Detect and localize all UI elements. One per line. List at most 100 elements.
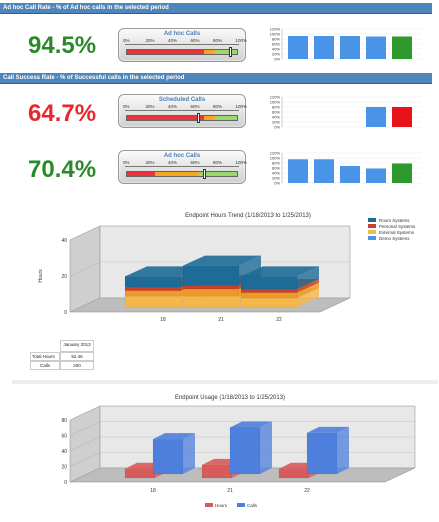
gridline — [69, 261, 101, 277]
gauge-tick-label: 80% — [213, 38, 223, 43]
x-tick-label: 21 — [227, 488, 233, 494]
y-tick-label: 20 — [61, 465, 67, 471]
mini-tick-label: 40% — [272, 171, 280, 176]
summary-row: Calls 200 — [30, 361, 98, 370]
y-tick-label: 0 — [64, 480, 67, 486]
mini-tick-label: 120% — [270, 95, 281, 100]
stack-segment-top — [183, 255, 261, 266]
mini-tick-label: 20% — [272, 176, 280, 181]
mini-tick-label: 40% — [272, 115, 280, 120]
mini-bar — [340, 166, 360, 183]
gridline — [69, 405, 101, 421]
mini-bar — [366, 168, 386, 183]
bar — [201, 464, 233, 479]
legend-label: Room Systems — [379, 218, 410, 223]
mini-tick-label: 120% — [270, 151, 281, 156]
x-tick-label: 18 — [160, 317, 166, 323]
stack-segment — [124, 287, 182, 291]
adhoc-gauge: Ad hoc Calls 0% 20% 40% 60% 80% 100% — [118, 28, 248, 62]
summary-label: Calls — [30, 361, 60, 370]
mini-chart-1: 120%100%80%60%40%20%0% — [270, 27, 422, 62]
scheduled-gauge: Scheduled Calls 0% 20% 40% 60% 80% 100% — [118, 94, 248, 128]
mini-tick-label: 40% — [272, 47, 280, 52]
endpoint-usage-chart: Endpoint Usage (1/18/2013 to 1/25/2013) 0… — [61, 395, 416, 508]
stack-segment-side — [297, 279, 319, 293]
bar — [152, 438, 184, 475]
legend-label: Calls — [247, 503, 258, 508]
y-tick-label: 60 — [61, 434, 67, 440]
stack-segment — [182, 285, 240, 290]
mini-bar — [392, 107, 412, 127]
mini-tick-label: 20% — [272, 52, 280, 57]
gridline — [69, 297, 101, 313]
mini-bar — [366, 36, 386, 59]
stack-segment — [182, 288, 240, 297]
gauge-tick-label: 60% — [190, 160, 200, 165]
mini-tick-label: 100% — [270, 32, 281, 37]
stack-segment-side — [297, 288, 319, 307]
gauge-needle — [203, 169, 206, 179]
mini-tick-label: 0% — [274, 57, 280, 62]
y-tick-label: 20 — [61, 274, 67, 280]
stack-segment — [182, 265, 240, 286]
gridline — [69, 225, 101, 241]
legend-swatch — [368, 224, 376, 228]
summary-table: January 2013 Total Hours 52.46 Calls 200 — [30, 340, 98, 370]
stack-segment-side — [297, 266, 319, 289]
mini-tick-label: 60% — [272, 166, 280, 171]
bar-side — [337, 426, 349, 474]
gridline — [69, 467, 101, 483]
y-tick-label: 40 — [61, 238, 67, 244]
stack-segment — [124, 290, 182, 297]
gauge-bar — [126, 49, 238, 55]
mini-tick-label: 80% — [272, 37, 280, 42]
gauge-scale — [125, 161, 239, 167]
mini-tick-label: 0% — [274, 181, 280, 186]
chart-title: Endpoint Usage (1/18/2013 to 1/25/2013) — [175, 395, 285, 401]
stack-segment — [124, 296, 182, 308]
mini-bar — [288, 159, 308, 183]
gauge-tick-label: 20% — [145, 38, 155, 43]
y-axis-label: Hours — [38, 269, 44, 283]
bar — [229, 427, 261, 475]
legend-swatch — [368, 218, 376, 222]
gauge-scale — [125, 105, 239, 111]
mini-tick-label: 60% — [272, 110, 280, 115]
section-divider — [12, 380, 438, 384]
gauge-title: Scheduled Calls — [158, 97, 206, 103]
summary-value: 52.46 — [60, 352, 94, 361]
gauge-tick-label: 0% — [123, 104, 130, 109]
gauge-tick-label: 20% — [145, 160, 155, 165]
legend-label: Demo Systems — [379, 236, 410, 241]
gauge-tick-label: 40% — [168, 104, 178, 109]
legend-label: External Systems — [379, 230, 415, 235]
mini-tick-label: 60% — [272, 42, 280, 47]
bar-top — [153, 433, 195, 440]
stack-segment — [240, 276, 298, 290]
adhoc-rate-value-2: 70.4% — [28, 156, 97, 183]
gauge-tick-label: 80% — [213, 104, 223, 109]
gauge-tick-label: 100% — [235, 104, 248, 109]
gauge-needle — [229, 47, 232, 57]
stack-segment — [240, 292, 298, 299]
bar-side — [260, 421, 272, 474]
mini-tick-label: 100% — [270, 100, 281, 105]
mini-tick-label: 0% — [274, 125, 280, 130]
gridline — [69, 421, 101, 436]
gauge-title: Ad hoc Calls — [163, 31, 201, 37]
gauge-tick-label: 60% — [190, 38, 200, 43]
mini-tick-label: 100% — [270, 156, 281, 161]
mini-tick-label: 80% — [272, 161, 280, 166]
chart-title: Endpoint Hours Trend (1/18/2013 to 1/25/… — [185, 213, 311, 219]
stack-segment — [182, 296, 240, 308]
bar-side — [183, 433, 195, 474]
gauge-tick-label: 100% — [235, 38, 248, 43]
mini-bar — [392, 36, 412, 59]
adhoc-rate-value: 94.5% — [28, 32, 97, 59]
section-header-adhoc: Ad hoc Call Rate - % of Ad hoc calls in … — [0, 3, 432, 14]
stack-segment — [240, 288, 298, 293]
metric-row-3: 70.4% Ad hoc Calls 0% 20% 40% 60% 80% 100% 12… — [0, 150, 439, 190]
bar — [124, 468, 156, 479]
y-tick-label: 80 — [61, 418, 67, 424]
endpoint-hours-chart: Endpoint Hours Trend (1/18/2013 to 1/25/… — [38, 213, 416, 323]
